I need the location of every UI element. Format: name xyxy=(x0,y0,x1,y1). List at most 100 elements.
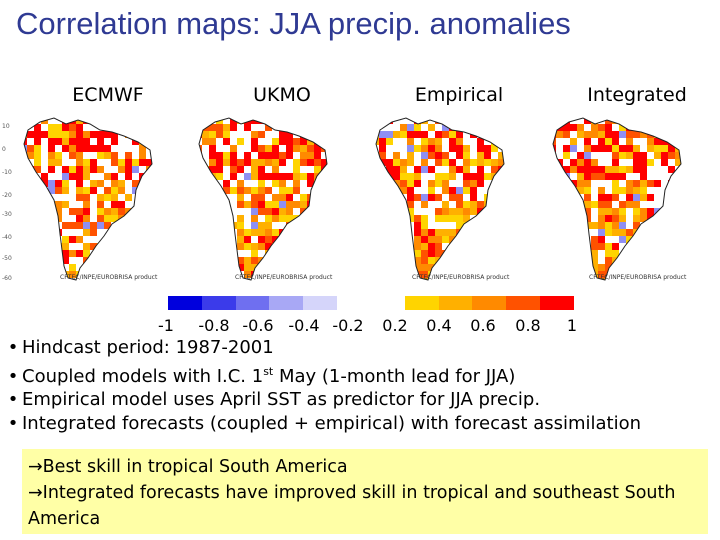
map-cell xyxy=(307,257,314,264)
map-cell xyxy=(321,173,327,180)
map-cell xyxy=(41,110,48,117)
map-cell xyxy=(463,257,470,264)
map-cell xyxy=(146,194,152,201)
map-cell xyxy=(251,222,258,229)
map-cell xyxy=(577,180,584,187)
map-cell xyxy=(456,208,463,215)
map-cell xyxy=(202,243,209,250)
map-cell xyxy=(682,166,689,173)
map-cell xyxy=(244,201,251,208)
map-cell xyxy=(251,187,258,194)
map-cell xyxy=(132,159,139,166)
map-cell xyxy=(675,229,681,236)
map-cell xyxy=(505,166,512,173)
map-cell xyxy=(314,152,321,159)
map-cell xyxy=(104,173,111,180)
map-cell xyxy=(556,257,563,264)
map-cell xyxy=(456,187,463,194)
map-cell xyxy=(34,257,41,264)
map-cell xyxy=(414,145,421,152)
map-cell xyxy=(153,131,160,138)
map-cell xyxy=(421,222,428,229)
map-cell xyxy=(393,250,400,257)
bullet-dot: • xyxy=(7,389,19,410)
map-cell xyxy=(463,187,470,194)
map-cell xyxy=(258,145,265,152)
map-cell xyxy=(605,145,612,152)
map-cell xyxy=(421,131,428,138)
map-cell xyxy=(435,250,442,257)
map-cell xyxy=(584,201,591,208)
map-cell xyxy=(477,229,484,236)
map-cell xyxy=(428,124,435,131)
map-cell xyxy=(199,271,202,278)
map-cell xyxy=(258,264,265,271)
map-cell xyxy=(553,243,556,250)
map-cell xyxy=(584,264,591,271)
map-cell xyxy=(48,229,55,236)
map-cell xyxy=(314,173,321,180)
map-cell xyxy=(682,194,689,201)
map-cell xyxy=(682,236,689,243)
map-cell xyxy=(223,257,230,264)
map-cell xyxy=(83,187,90,194)
map-cell xyxy=(386,271,393,278)
map-cell xyxy=(376,215,379,222)
map-cell xyxy=(251,138,258,145)
map-cell xyxy=(97,110,104,117)
map-cell xyxy=(668,194,675,201)
map-cell xyxy=(428,257,435,264)
map-cell xyxy=(591,124,598,131)
map-cell xyxy=(442,215,449,222)
map-cell xyxy=(146,257,152,264)
map-cell xyxy=(633,159,640,166)
map-cell xyxy=(563,278,570,280)
map-cell xyxy=(132,229,139,236)
map-cell xyxy=(279,208,286,215)
map-cell xyxy=(577,131,584,138)
map-cell xyxy=(570,124,577,131)
map-cell xyxy=(48,138,55,145)
map-cell xyxy=(682,145,689,152)
map-cell xyxy=(414,131,421,138)
lat-tick: 0 xyxy=(2,146,6,153)
conclusion-line: →Best skill in tropical South America xyxy=(28,454,700,480)
map-cell xyxy=(153,173,160,180)
map-credit: CPTEC/INPE/EUROBRISA product xyxy=(235,274,333,281)
map-cell xyxy=(48,201,55,208)
map-cell xyxy=(76,180,83,187)
map-cell xyxy=(570,215,577,222)
map-cell xyxy=(570,145,577,152)
map-credit: CPTEC/INPE/EUROBRISA product xyxy=(412,274,510,281)
map-cell xyxy=(272,173,279,180)
map-cell xyxy=(153,250,160,257)
lat-tick: 10 xyxy=(2,123,10,130)
map-cell xyxy=(421,229,428,236)
map-cell xyxy=(216,236,223,243)
map-cell xyxy=(24,264,27,271)
map-cell xyxy=(376,194,379,201)
map-cell xyxy=(428,243,435,250)
map-cell xyxy=(591,201,598,208)
map-cell xyxy=(570,222,577,229)
map-cell xyxy=(498,201,504,208)
map-cell xyxy=(612,215,619,222)
map-cell xyxy=(199,264,202,271)
bullet-dot: • xyxy=(7,412,19,434)
map-cell xyxy=(553,201,556,208)
map-cell xyxy=(626,152,633,159)
map-cell xyxy=(125,236,132,243)
map-cell xyxy=(449,229,456,236)
map-cell xyxy=(612,250,619,257)
map-cell xyxy=(654,250,661,257)
map-cell xyxy=(612,229,619,236)
map-cell xyxy=(577,215,584,222)
map-cell xyxy=(428,138,435,145)
map-cell xyxy=(76,124,83,131)
map-cell xyxy=(640,229,647,236)
map-cell xyxy=(24,152,27,159)
map-cell xyxy=(491,194,498,201)
map-cell xyxy=(605,257,612,264)
map-cell xyxy=(491,187,498,194)
map-cell xyxy=(293,166,300,173)
